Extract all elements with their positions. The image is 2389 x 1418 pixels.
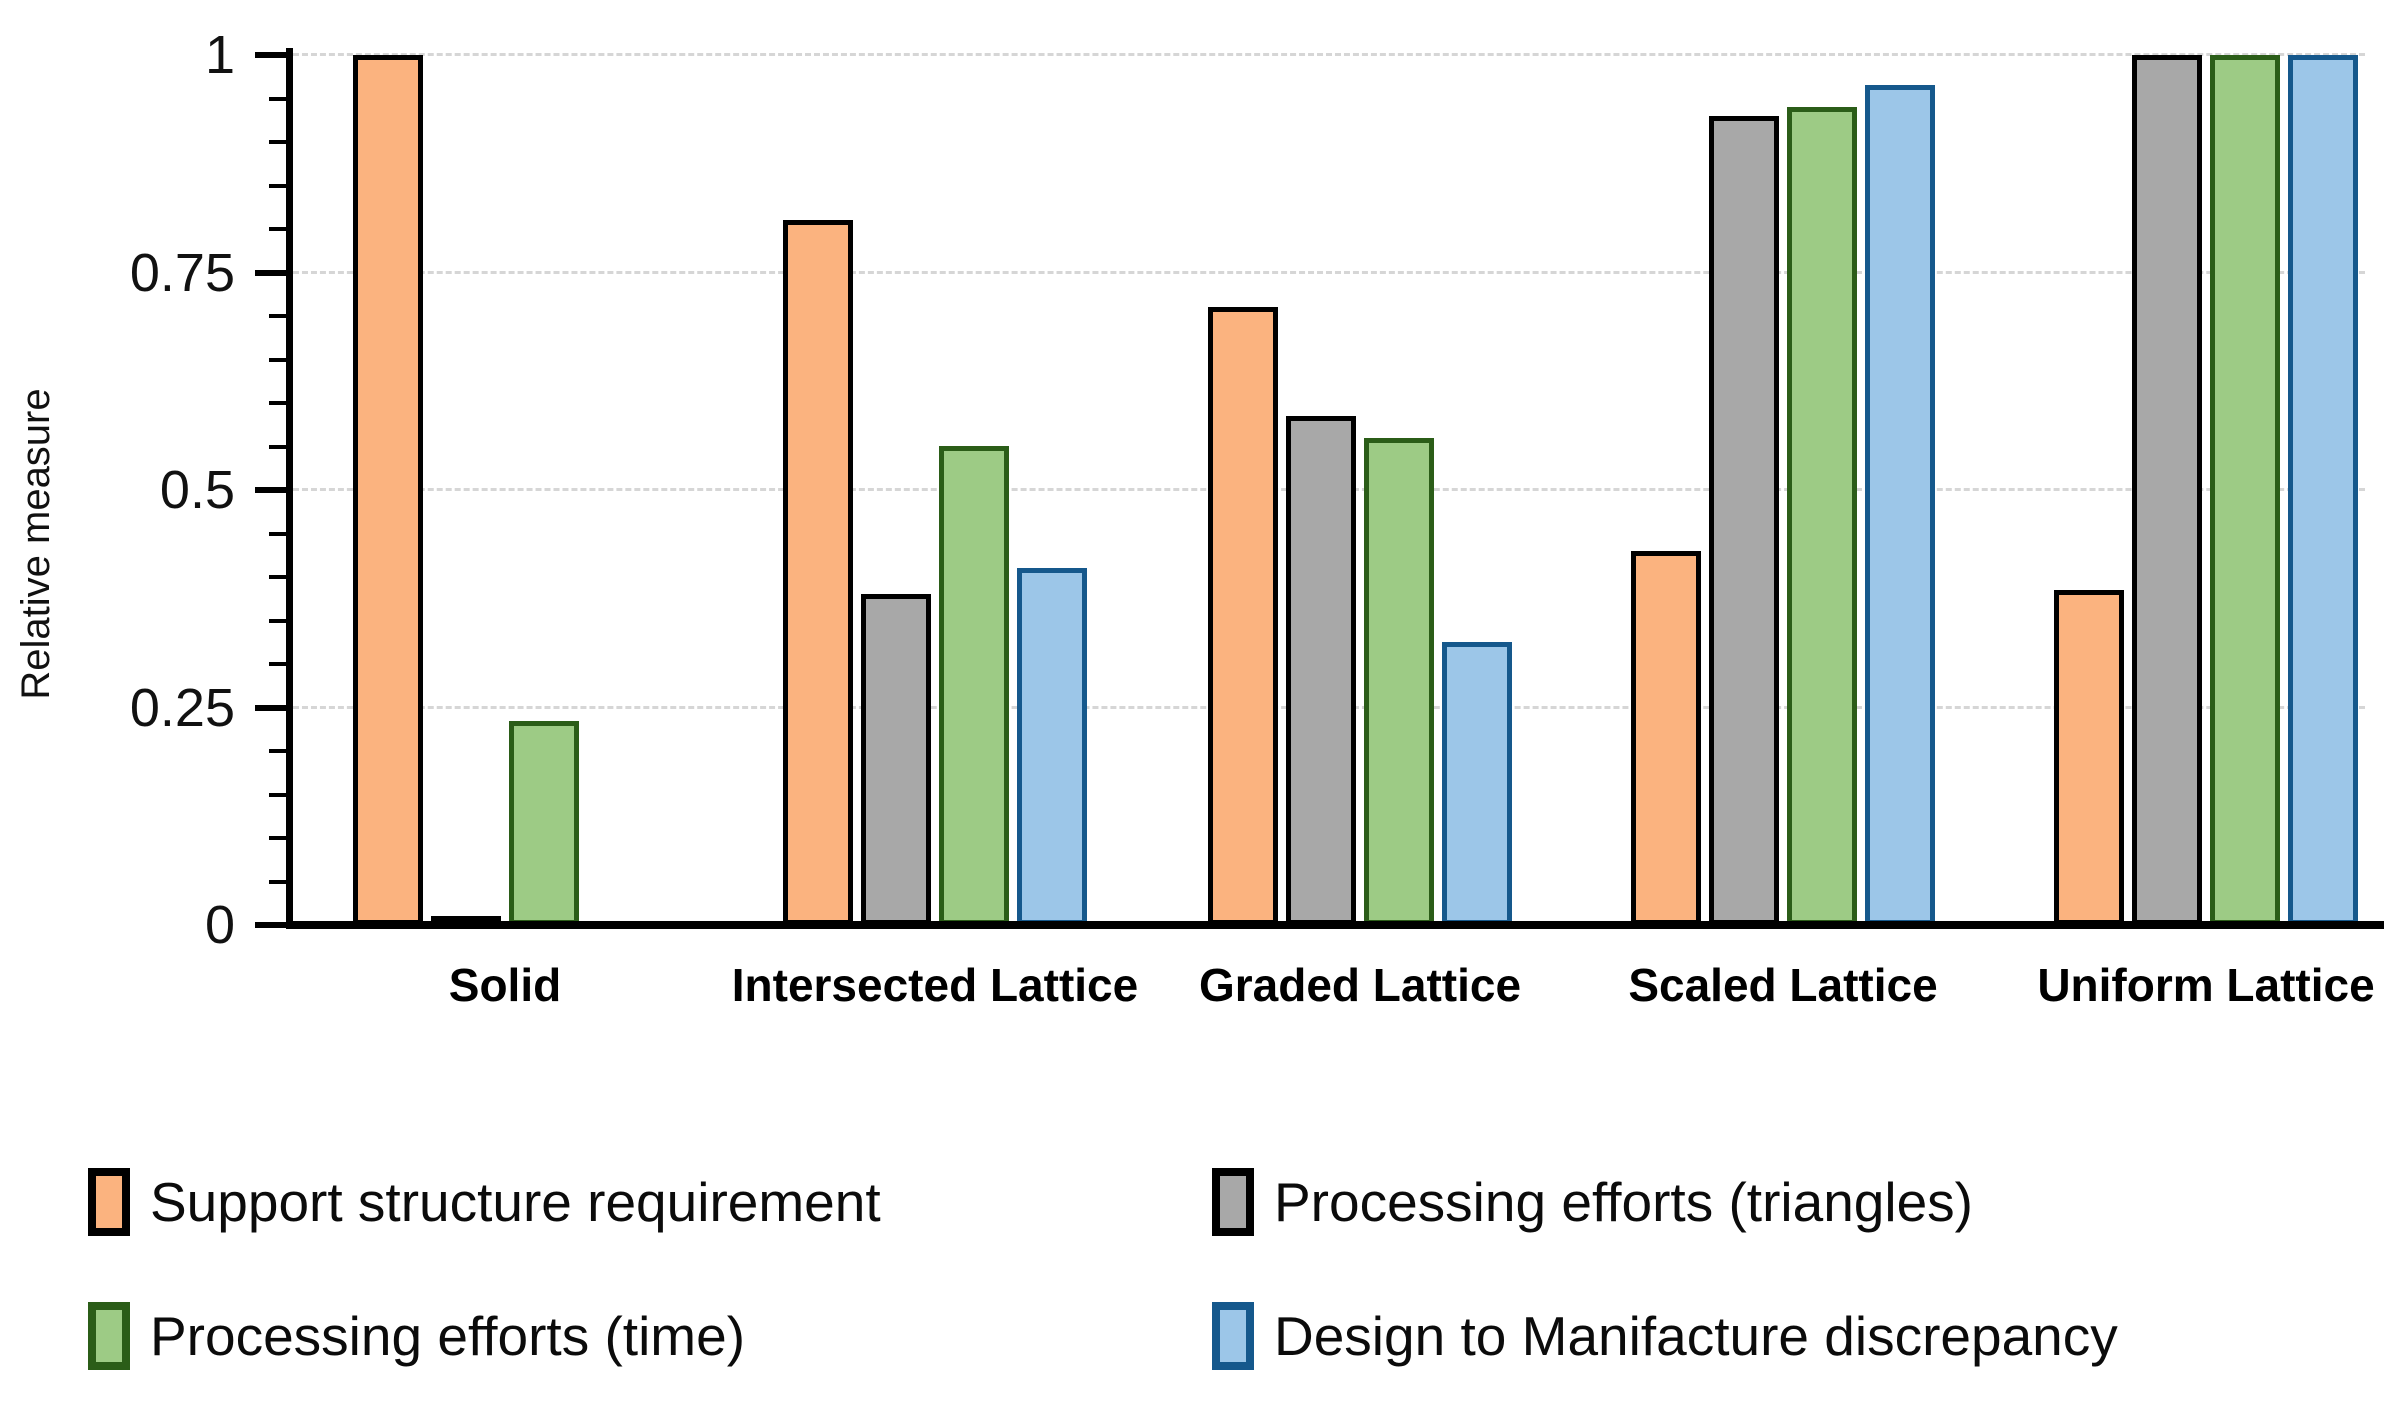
y-axis-minor-tick (269, 575, 293, 579)
bar-uniform-lattice-design-to-manifacture-discrepancy (2288, 55, 2358, 925)
gridline-1 (293, 53, 2365, 56)
y-axis-major-tick (255, 269, 293, 276)
bar-solid-processing-efforts-time- (509, 721, 579, 925)
y-axis-major-tick (255, 52, 293, 58)
bar-solid-support-structure-requirement (353, 55, 423, 925)
bar-graded-lattice-processing-efforts-time- (1364, 438, 1434, 925)
x-category-label-graded-lattice: Graded Lattice (1198, 959, 1522, 1011)
y-axis-minor-tick (269, 792, 293, 797)
bar-uniform-lattice-support-structure-requirement (2054, 590, 2124, 925)
bar-uniform-lattice-processing-efforts-time- (2210, 55, 2280, 925)
bar-graded-lattice-processing-efforts-triangles- (1286, 416, 1356, 925)
y-tick-label-0: 0 (204, 895, 235, 955)
bar-scaled-lattice-design-to-manifacture-discrepancy (1865, 85, 1935, 925)
y-axis-minor-tick (269, 357, 293, 362)
y-axis-minor-tick (269, 227, 293, 231)
y-axis-minor-tick (269, 183, 293, 188)
y-axis-minor-tick (269, 662, 293, 666)
y-axis-minor-tick (269, 879, 293, 884)
x-category-label-intersected-lattice: Intersected Lattice (731, 959, 1139, 1011)
y-axis-major-tick (255, 704, 293, 711)
gridline-0.75 (293, 270, 2365, 274)
bar-uniform-lattice-processing-efforts-triangles- (2132, 55, 2202, 925)
x-axis-line (286, 921, 2384, 929)
bar-graded-lattice-design-to-manifacture-discrepancy (1442, 642, 1512, 925)
y-axis-minor-tick (269, 531, 293, 536)
y-axis-minor-tick (269, 401, 293, 405)
y-axis-minor-tick (269, 96, 293, 101)
bar-scaled-lattice-support-structure-requirement (1631, 551, 1701, 925)
y-axis-minor-tick (269, 836, 293, 840)
bar-intersected-lattice-processing-efforts-triangles- (861, 594, 931, 925)
y-axis-minor-tick (269, 749, 293, 753)
bar-intersected-lattice-processing-efforts-time- (939, 446, 1009, 925)
y-axis-minor-tick (269, 314, 293, 318)
bar-graded-lattice-support-structure-requirement (1208, 307, 1278, 925)
y-tick-label-0.75: 0.75 (129, 242, 235, 303)
x-category-label-uniform-lattice: Uniform Lattice (2037, 959, 2375, 1011)
bar-solid-processing-efforts-triangles- (431, 916, 501, 925)
y-axis-minor-tick (269, 618, 293, 623)
y-axis-minor-tick (269, 140, 293, 144)
y-tick-label-0.5: 0.5 (159, 460, 235, 520)
y-tick-label-1: 1 (204, 25, 235, 85)
bar-scaled-lattice-processing-efforts-triangles- (1709, 116, 1779, 925)
bar-intersected-lattice-design-to-manifacture-discrepancy (1017, 568, 1087, 925)
y-axis-minor-tick (269, 444, 293, 449)
bar-intersected-lattice-support-structure-requirement (783, 220, 853, 925)
x-category-label-scaled-lattice: Scaled Lattice (1628, 959, 1938, 1011)
y-axis-major-tick (255, 487, 293, 493)
y-tick-label-0.25: 0.25 (129, 677, 235, 738)
bar-scaled-lattice-processing-efforts-time- (1787, 107, 1857, 925)
y-axis-major-tick (255, 922, 293, 928)
x-category-label-solid: Solid (448, 959, 562, 1011)
